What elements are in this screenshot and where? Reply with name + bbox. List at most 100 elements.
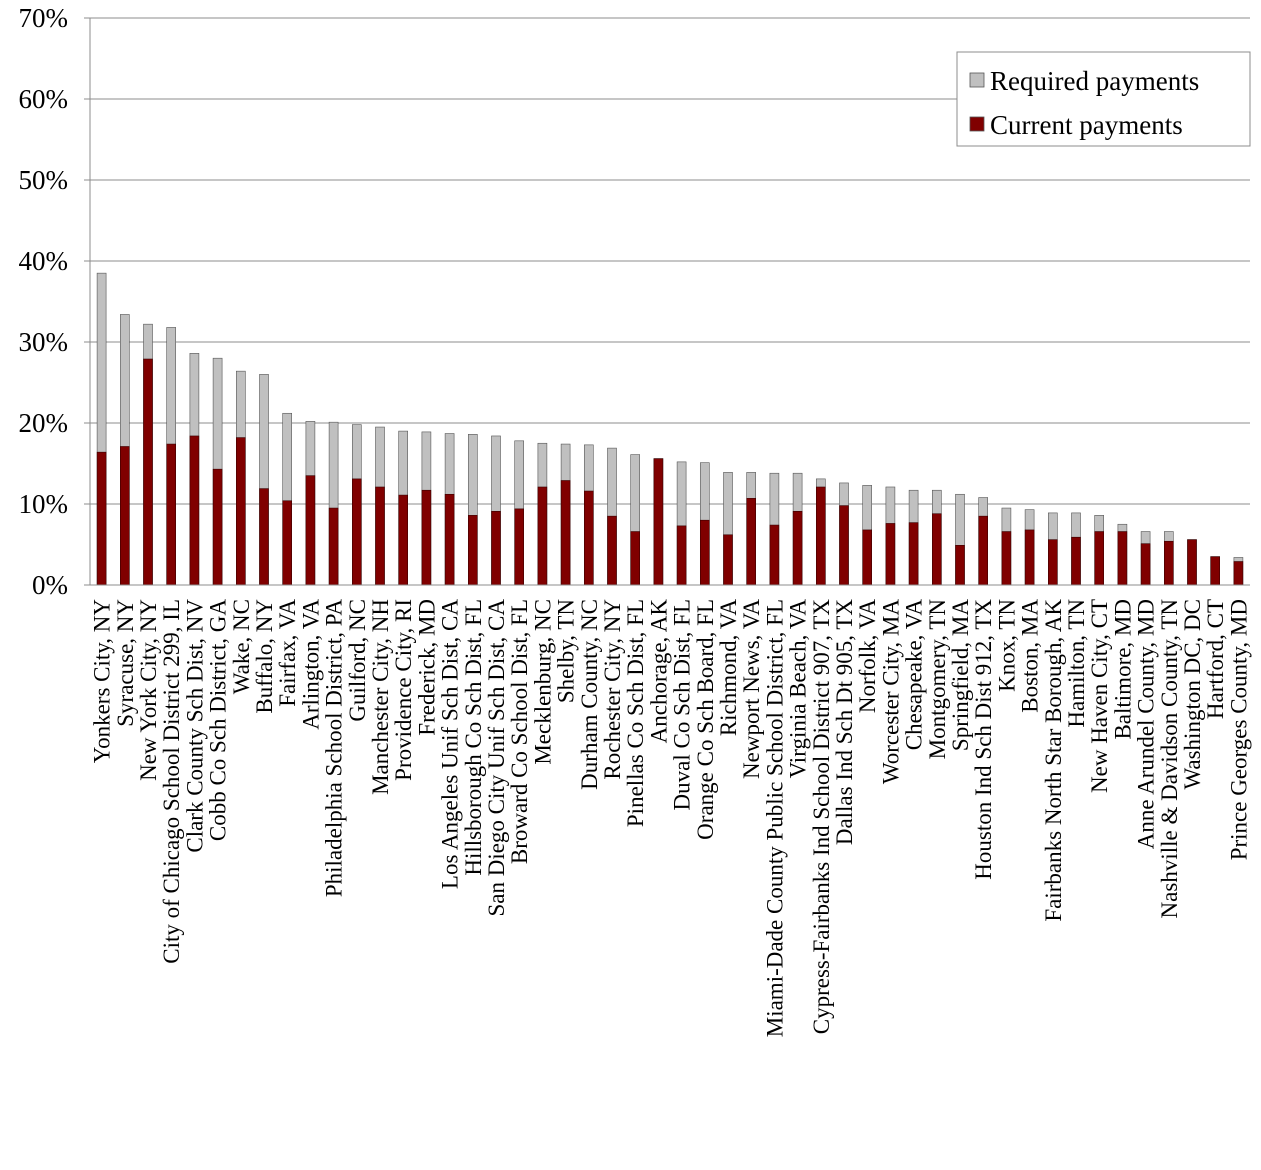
x-tick-label: Manchester City, NH — [368, 599, 393, 795]
y-tick-label: 0% — [32, 570, 68, 600]
bar-current-payments — [120, 446, 130, 586]
x-tick-label: Los Angeles Unif Sch Dist, CA — [438, 599, 463, 889]
x-tick-label: Dallas Ind Sch Dt 905, TX — [832, 599, 857, 846]
bar-current-payments — [189, 435, 200, 586]
x-tick-label: Norfolk, VA — [855, 599, 880, 714]
x-tick-label: Philadelphia School District, PA — [322, 599, 347, 898]
x-tick-label: Fairfax, VA — [275, 599, 300, 707]
x-tick-label: Pinellas Co Sch Dist, FL — [623, 599, 648, 827]
bar-current-payments — [1187, 539, 1197, 586]
bar-current-payments — [723, 534, 733, 586]
y-tick-label: 20% — [19, 408, 69, 438]
x-tick-label: Montgomery, TN — [925, 599, 950, 760]
legend-label-required: Required payments — [990, 66, 1199, 96]
bar-current-payments — [236, 437, 246, 586]
bar-current-payments — [1001, 531, 1012, 586]
x-tick-label: Cypress-Fairbanks Ind School District 90… — [809, 599, 834, 1035]
bar-current-payments — [885, 523, 896, 586]
x-tick-label: Duval Co Sch Dist, FL — [670, 599, 695, 810]
bar-current-payments — [978, 515, 989, 586]
bar-current-payments — [815, 486, 826, 586]
bar-current-payments — [1117, 531, 1128, 586]
x-tick-label: Chesapeake, VA — [902, 599, 927, 751]
x-tick-label: New York City, NY — [136, 599, 161, 781]
bar-current-payments — [792, 510, 803, 586]
y-tick-label: 10% — [19, 489, 69, 519]
bar-current-payments — [676, 525, 687, 586]
bar-current-payments — [1024, 529, 1035, 586]
bar-current-payments — [143, 358, 153, 586]
legend-swatch-current — [969, 116, 985, 132]
bar-current-payments — [96, 451, 107, 586]
bar-current-payments — [444, 493, 455, 586]
legend-swatch-required — [969, 72, 985, 88]
x-tick-label: Buffalo, NY — [252, 599, 277, 714]
bar-current-payments — [1164, 540, 1174, 586]
x-tick-label: Syracuse, NY — [113, 599, 138, 727]
x-tick-label: Wake, NC — [229, 599, 254, 694]
x-tick-label: Shelby, TN — [554, 599, 579, 704]
bar-current-payments — [560, 480, 571, 586]
bar-current-payments — [351, 478, 362, 586]
bar-current-payments — [607, 515, 617, 586]
x-tick-label: Newport News, VA — [739, 599, 764, 779]
bar-current-payments — [259, 488, 269, 586]
x-tick-label: Houston Ind Sch Dist 912, TX — [971, 599, 996, 880]
bar-current-payments — [1071, 536, 1081, 586]
legend-label-current: Current payments — [990, 110, 1183, 140]
x-tick-label: Boston, MA — [1018, 599, 1043, 713]
bar-current-payments — [1210, 556, 1220, 586]
bar-current-payments — [421, 489, 432, 586]
bar-current-payments — [1233, 561, 1244, 586]
x-tick-label: Guilford, NC — [345, 599, 370, 722]
bars — [96, 272, 1244, 586]
x-tick-label: Arlington, VA — [298, 599, 323, 730]
x-tick-label: Mecklenburg, NC — [530, 599, 555, 765]
x-tick-label: Yonkers City, NY — [90, 599, 115, 764]
bar-current-payments — [375, 486, 385, 586]
bar-current-payments — [862, 529, 873, 586]
x-tick-label: Anchorage, AK — [646, 599, 671, 744]
x-tick-label: Cobb Co Sch District, GA — [206, 599, 231, 842]
y-tick-label: 30% — [19, 327, 69, 357]
bar-current-payments — [955, 545, 965, 586]
bar-current-payments — [653, 458, 664, 586]
bar-current-payments — [1048, 539, 1058, 586]
x-tick-label: Clark County Sch Dist, NV — [182, 599, 207, 853]
bar-current-payments — [931, 513, 942, 586]
x-tick-label: Worcester City, MA — [878, 599, 903, 784]
bar-current-payments — [769, 524, 780, 586]
bar-current-payments — [282, 500, 293, 586]
x-tick-label: Virginia Beach, VA — [786, 599, 811, 779]
legend: Required payments Current payments — [956, 51, 1251, 147]
bar-current-payments — [212, 468, 223, 586]
bar-current-payments — [514, 508, 525, 586]
x-tick-label: Durham County, NC — [577, 599, 602, 790]
x-tick-label: Nashville & Davidson County, TN — [1157, 599, 1182, 919]
y-tick-label: 40% — [19, 246, 69, 276]
bar-current-payments — [908, 522, 919, 586]
x-tick-label: Richmond, VA — [716, 599, 741, 737]
x-tick-label: Hamilton, TN — [1064, 599, 1089, 728]
bar-current-payments — [328, 507, 339, 586]
bar-current-payments — [746, 498, 757, 586]
x-tick-label: Rochester City, NY — [600, 599, 625, 780]
bar-current-payments — [1140, 543, 1151, 586]
bar-current-payments — [1094, 531, 1104, 586]
bar-current-payments — [699, 519, 710, 586]
x-tick-label: City of Chicago School District 299, IL — [159, 599, 184, 964]
x-tick-label: Orange Co Sch Board, FL — [693, 599, 718, 840]
bar-current-payments — [166, 443, 176, 586]
bar-current-payments — [537, 486, 548, 586]
x-tick-label: Frederick, MD — [414, 599, 439, 736]
x-tick-label: Broward Co School Dist, FL — [507, 599, 532, 864]
bar-current-payments — [491, 510, 501, 586]
x-tick-label: Springfield, MA — [948, 599, 973, 751]
x-tick-label: New Haven City, CT — [1087, 599, 1112, 793]
y-tick-label: 50% — [19, 165, 69, 195]
x-tick-label: Washington DC, DC — [1180, 599, 1205, 789]
x-tick-label: Anne Arundel County, MD — [1134, 599, 1159, 849]
